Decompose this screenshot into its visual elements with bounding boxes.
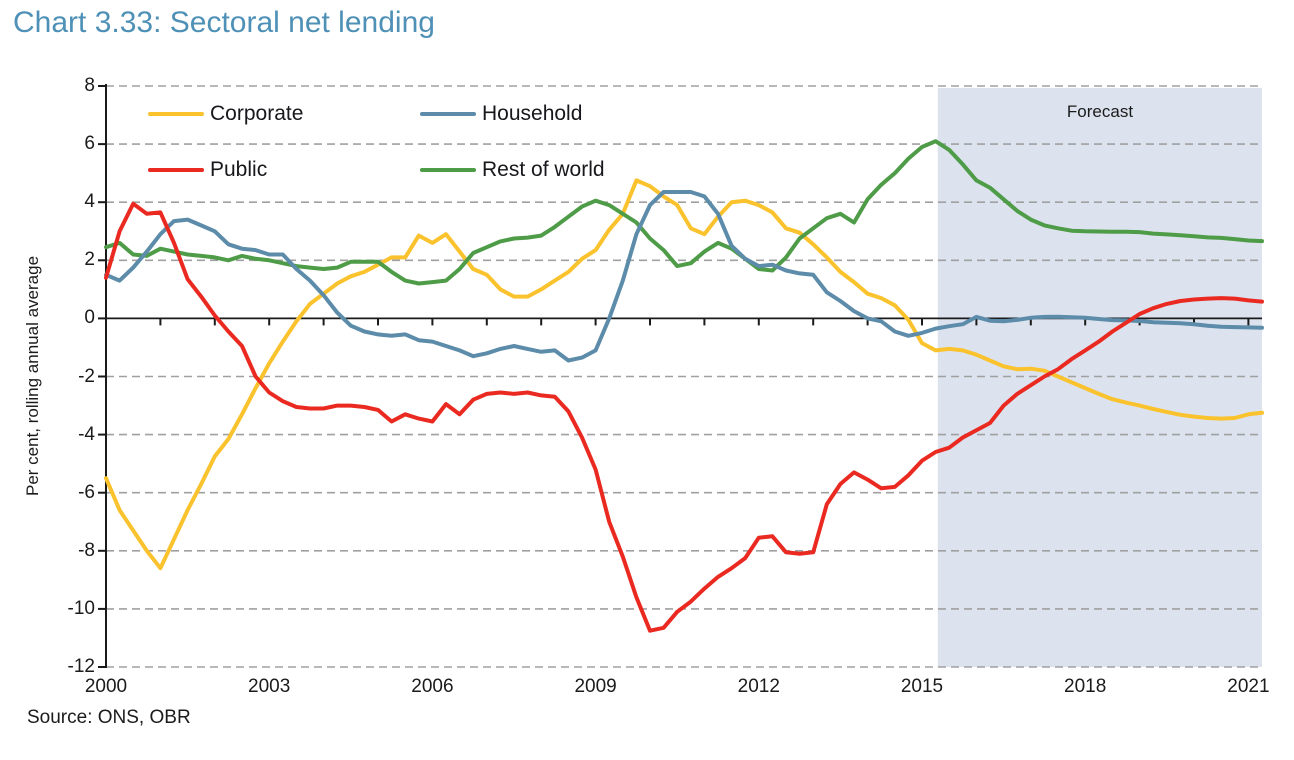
y-tick-label: 4 xyxy=(84,191,95,213)
x-tick-label: 2015 xyxy=(900,676,944,697)
x-tick-label: 2009 xyxy=(574,676,617,697)
rest-of-world-line-swatch xyxy=(420,167,476,173)
x-tick-label: 2012 xyxy=(737,676,780,697)
y-tick-label: 2 xyxy=(84,249,95,271)
x-tick-label: 2021 xyxy=(1227,676,1270,697)
household-line-swatch xyxy=(420,111,476,117)
y-tick-label: -8 xyxy=(78,539,95,561)
y-tick-label: -2 xyxy=(78,365,95,387)
legend-label-public: Public xyxy=(210,158,268,181)
y-tick-label: -6 xyxy=(78,481,95,503)
x-tick-label: 2003 xyxy=(248,676,291,697)
series-line-household xyxy=(104,190,1264,363)
legend-item-rest-of-world: Rest of world xyxy=(420,158,605,182)
legend-item-public: Public xyxy=(148,158,267,182)
source-text: Source: ONS, OBR xyxy=(27,707,191,728)
legend-item-corporate: Corporate xyxy=(148,102,303,126)
x-tick-label: 2018 xyxy=(1064,676,1107,697)
y-tick-label: 6 xyxy=(84,133,95,155)
forecast-label: Forecast xyxy=(1066,102,1134,121)
x-tick-label: 2006 xyxy=(411,676,454,697)
y-tick-label: -12 xyxy=(67,656,95,677)
series-line-rest-of-world xyxy=(104,139,1264,286)
y-tick-label: 8 xyxy=(84,75,95,96)
legend-label-corporate: Corporate xyxy=(210,102,304,125)
legend-item-household: Household xyxy=(420,102,582,126)
series-line-corporate xyxy=(104,178,1264,571)
x-tick-label: 2000 xyxy=(84,676,128,697)
y-tick-label: 0 xyxy=(84,307,95,329)
forecast-band xyxy=(937,88,1262,667)
legend-label-rest-of-world: Rest of world xyxy=(482,158,605,181)
public-line-swatch xyxy=(148,167,204,173)
chart-title: Chart 3.33: Sectoral net lending xyxy=(13,6,435,39)
y-tick-label: -10 xyxy=(67,597,95,619)
series-line-public xyxy=(104,201,1264,633)
legend-label-household: Household xyxy=(482,102,583,125)
corporate-line-swatch xyxy=(148,111,204,117)
y-tick-label: -4 xyxy=(78,423,95,445)
